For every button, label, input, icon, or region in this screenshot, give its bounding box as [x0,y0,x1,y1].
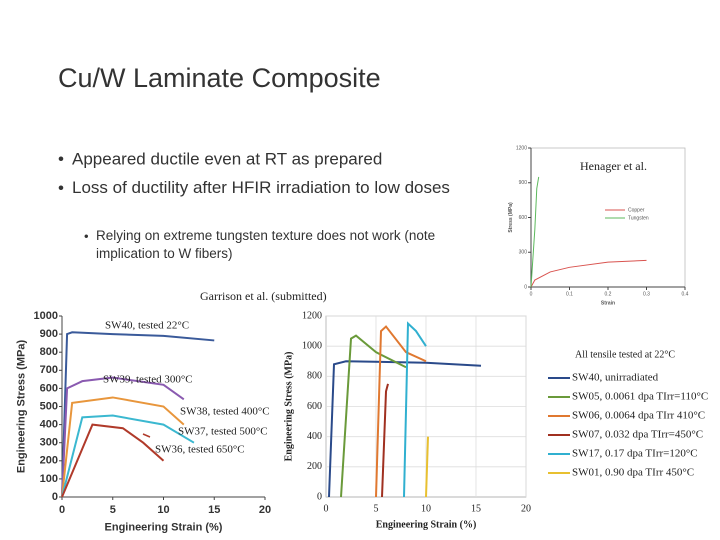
y-tick-label: 500 [40,400,58,412]
y-tick-label: 800 [307,371,322,382]
bullet: Loss of ductility after HFIR irradiation… [72,178,450,197]
bullet-wrap: Loss of ductility after HFIR irradiation… [72,178,450,197]
y-tick-label: 1000 [34,310,58,322]
y-tick-label: 600 [40,382,58,394]
y-tick-label: 900 [40,328,58,340]
series-line [403,321,427,498]
series-annotation: SW39, tested 300°C [103,374,193,386]
x-tick-label: 10 [157,504,169,516]
sub-bullet-mark: • [84,228,89,243]
y-tick-label: 200 [40,455,58,467]
x-tick-label: 20 [521,503,531,514]
y-tick-label: 100 [40,473,58,485]
series-line [328,360,482,498]
y-tick-label: 900 [519,180,528,186]
x-tick-label: 15 [471,503,481,514]
y-tick-label: 800 [40,346,58,358]
x-tick-label: 20 [259,504,271,516]
x-tick-label: 10 [421,503,431,514]
legend-label: Tungsten [628,215,649,221]
x-axis-label: Engineering Strain (%) [105,521,223,533]
y-axis-label: Engineering Stress (MPa) [283,352,294,462]
legend-label: SW06, 0.0064 dpa TIrr 410°C [572,410,705,422]
y-tick-label: 1200 [516,145,527,151]
x-tick-label: 0.3 [643,291,650,297]
x-tick-label: 0 [59,504,65,516]
credit: Garrison et al. (submitted) [200,289,327,303]
x-tick-label: 0 [530,291,533,297]
legend-label: Copper [628,207,645,213]
series-line [61,414,195,498]
y-tick-label: 0 [317,491,322,502]
legend-label: SW07, 0.032 dpa TIrr=450°C [572,429,703,441]
legend-label: SW17, 0.17 dpa TIrr=120°C [572,448,698,460]
series-line [340,334,407,498]
sub-bullet: Relying on extreme tungsten texture does… [96,228,436,261]
bullet-mark: • [58,149,64,168]
series-annotation: SW38, tested 400°C [180,406,270,418]
series-line [61,423,165,498]
x-tick-label: 15 [208,504,220,516]
y-tick-label: 1000 [302,340,322,351]
series-line [381,383,389,498]
credit: Henager et al. [580,159,647,173]
y-tick-label: 400 [40,419,58,431]
y-tick-label: 600 [519,215,528,221]
x-tick-label: 0.4 [682,291,689,297]
y-tick-label: 0 [524,284,527,290]
legend-label: SW05, 0.0061 dpa TIrr=110°C [572,391,708,403]
y-tick-label: 700 [40,364,58,376]
series-line [61,331,215,498]
legend-label: SW01, 0.90 dpa TIrr 450°C [572,467,694,479]
series-annotation: SW40, tested 22°C [105,320,189,332]
slide-title: Cu/W Laminate Composite [58,63,381,93]
x-tick-label: 0 [324,503,329,514]
series-line [61,376,185,498]
series-line [530,259,647,288]
annotation-arrow [142,433,151,438]
y-tick-label: 200 [307,461,322,472]
y-tick-label: 600 [307,401,322,412]
y-axis-label: Engineering Stress (MPa) [16,340,28,474]
x-tick-label: 5 [374,503,379,514]
y-axis-label: Stress (MPa) [508,202,514,233]
legend-title: All tensile tested at 22°C [575,349,675,360]
bullet-mark: • [58,178,64,197]
x-tick-label: 0.1 [566,291,573,297]
x-tick-label: 0.2 [605,291,612,297]
series-annotation: SW37, tested 500°C [178,426,268,438]
series-line [425,436,429,498]
series-line [61,396,185,498]
y-tick-label: 300 [519,250,528,256]
sub-bullet-wrap: Relying on extreme tungsten texture does… [96,228,436,261]
x-axis-label: Strain [601,300,615,306]
x-tick-label: 5 [110,504,116,516]
series-line [530,176,540,288]
series-line [375,325,427,498]
series-annotation: SW36, tested 650°C [155,444,245,456]
y-tick-label: 300 [40,437,58,449]
legend-label: SW40, unirradiated [572,372,659,384]
y-tick-label: 400 [307,431,322,442]
y-tick-label: 0 [52,491,58,503]
bullet: Appeared ductile even at RT as prepared [72,149,382,168]
x-axis-label: Engineering Strain (%) [376,519,477,530]
y-tick-label: 1200 [302,310,322,321]
